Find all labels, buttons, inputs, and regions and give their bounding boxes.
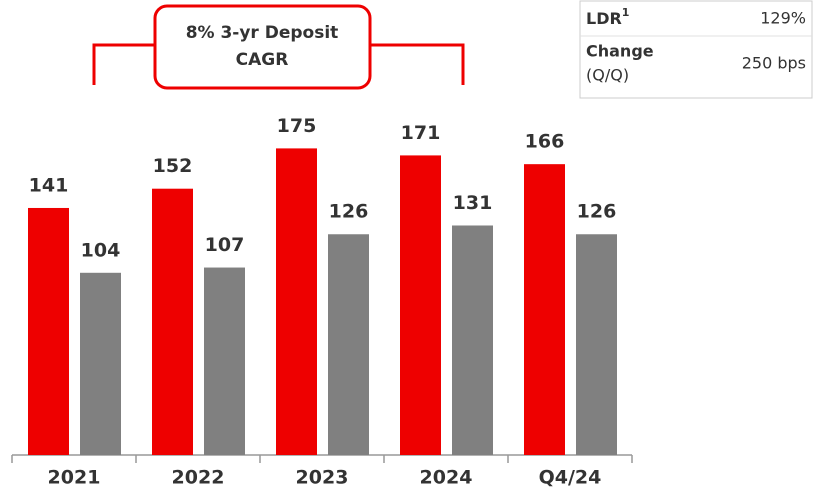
bar [400, 155, 441, 455]
annotation-line: CAGR [236, 50, 289, 70]
bar [328, 234, 369, 455]
x-tick-label: 2022 [172, 467, 225, 489]
table-value: 129% [760, 9, 806, 28]
annotation [92, 4, 465, 90]
x-tick-label: 2023 [296, 467, 349, 489]
data-label: 104 [81, 239, 121, 261]
data-label: 175 [277, 115, 317, 137]
data-label: 131 [453, 192, 493, 214]
annotation-line: 8% 3-yr Deposit [186, 23, 339, 43]
bracket-right [370, 43, 465, 85]
data-label: 166 [525, 131, 565, 153]
data-label: 152 [153, 155, 193, 177]
bar [204, 267, 245, 455]
x-tick-label: Q4/24 [539, 467, 602, 489]
data-label: 107 [205, 234, 245, 256]
bar [524, 164, 565, 455]
data-label: 126 [329, 201, 369, 223]
annotation-box [153, 4, 372, 90]
bar [80, 272, 121, 455]
data-label: 141 [29, 174, 69, 196]
table-label: Change [586, 42, 654, 61]
bar [152, 188, 193, 456]
bracket-left [92, 43, 155, 85]
bar [576, 234, 617, 455]
bar [276, 148, 317, 455]
footnote: 1 [622, 6, 630, 19]
table-label: LDR1 [586, 6, 629, 28]
data-label: 126 [577, 201, 617, 223]
data-label: 171 [401, 122, 441, 144]
table-sublabel: (Q/Q) [586, 66, 629, 85]
table-label-text: LDR [586, 9, 622, 28]
x-tick-label: 2024 [420, 467, 473, 489]
bar [28, 207, 69, 455]
x-tick-label: 2021 [48, 467, 101, 489]
table-value: 250 bps [742, 54, 806, 73]
bar [452, 225, 493, 455]
table-box [579, 0, 813, 99]
